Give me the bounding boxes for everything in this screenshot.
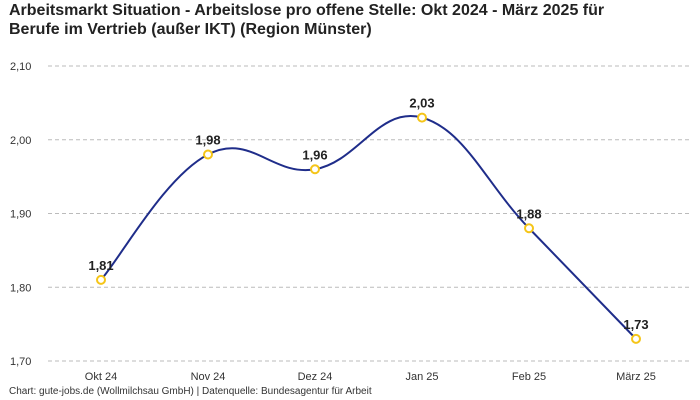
series-line <box>100 115 637 340</box>
data-markers <box>96 112 641 344</box>
data-marker <box>203 149 213 160</box>
x-tick-label: März 25 <box>616 371 656 383</box>
data-marker <box>631 333 641 344</box>
data-label: 1,96 <box>302 147 327 162</box>
x-tick-label: Feb 25 <box>512 371 546 383</box>
data-label: 1,73 <box>623 317 648 332</box>
data-marker <box>417 112 427 123</box>
y-axis-tick-labels: 1,70 1,80 1,90 2,00 2,10 <box>10 61 31 368</box>
source-note: Chart: gute-jobs.de (Wollmilchsau GmbH) … <box>9 386 372 397</box>
data-label: 1,88 <box>516 206 541 221</box>
chart-title: Arbeitsmarkt Situation - Arbeitslose pro… <box>9 1 689 39</box>
data-marker <box>310 164 320 175</box>
chart-title-line-2: Berufe im Vertrieb (außer IKT) (Region M… <box>9 21 372 38</box>
x-tick-label: Okt 24 <box>85 371 117 383</box>
x-tick-label: Dez 24 <box>298 371 333 383</box>
gridlines <box>48 65 690 362</box>
data-label: 1,98 <box>195 133 220 148</box>
data-label: 2,03 <box>409 96 434 111</box>
data-marker <box>96 274 106 285</box>
chart-title-line-1: Arbeitsmarkt Situation - Arbeitslose pro… <box>9 2 605 19</box>
y-tick-label: 1,80 <box>10 282 31 294</box>
x-axis-tick-labels: Okt 24 Nov 24 Dez 24 Jan 25 Feb 25 März 25 <box>85 371 656 383</box>
data-label: 1,81 <box>88 258 113 273</box>
y-tick-label: 1,70 <box>10 356 31 368</box>
y-tick-label: 2,10 <box>10 61 31 73</box>
x-tick-label: Nov 24 <box>191 371 226 383</box>
y-tick-label: 1,90 <box>10 209 31 221</box>
data-marker <box>524 223 534 234</box>
data-labels: 1,81 1,98 1,96 2,03 1,88 1,73 <box>88 96 648 332</box>
y-tick-label: 2,00 <box>10 135 31 147</box>
x-tick-label: Jan 25 <box>405 371 438 383</box>
